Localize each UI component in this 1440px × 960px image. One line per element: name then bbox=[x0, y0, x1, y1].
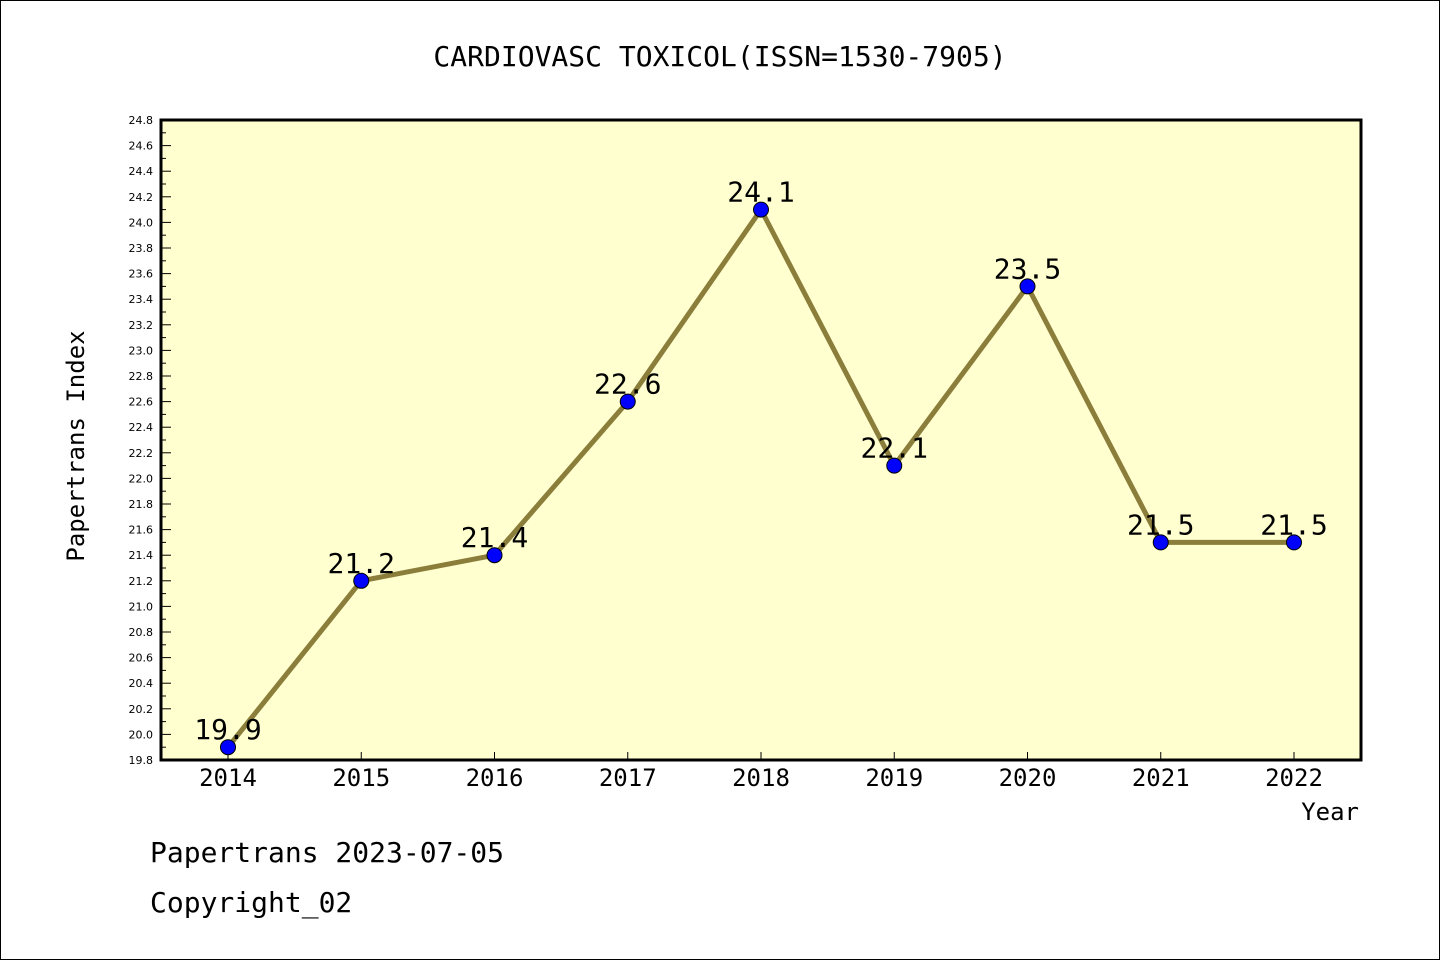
y-tick-label: 23.2 bbox=[129, 319, 154, 332]
data-label: 23.5 bbox=[994, 252, 1061, 285]
y-axis-label: Papertrans Index bbox=[62, 330, 90, 561]
x-tick-label: 2014 bbox=[199, 764, 257, 792]
y-tick-label: 22.4 bbox=[129, 421, 154, 434]
data-label: 22.1 bbox=[861, 432, 928, 465]
y-tick-label: 20.0 bbox=[129, 728, 154, 741]
data-label: 22.6 bbox=[594, 368, 661, 401]
x-tick-label: 2022 bbox=[1265, 764, 1323, 792]
data-label: 24.1 bbox=[727, 176, 794, 209]
y-tick-label: 22.0 bbox=[129, 472, 154, 485]
x-axis-label: Year bbox=[1301, 798, 1359, 826]
y-tick-label: 24.2 bbox=[129, 191, 154, 204]
y-axis: 19.8 20.0 20.2 20.4 20.6 20.8 21.0 21.2 21.4 21.6… bbox=[129, 114, 171, 767]
data-label: 19.9 bbox=[194, 713, 261, 746]
data-label: 21.5 bbox=[1260, 508, 1327, 541]
x-tick-label: 2018 bbox=[732, 764, 790, 792]
data-point bbox=[619, 393, 636, 410]
y-tick-label: 22.6 bbox=[129, 396, 154, 409]
y-tick-label: 21.6 bbox=[129, 524, 154, 537]
y-tick-label: 21.8 bbox=[129, 498, 154, 511]
footer-copyright: Copyright_02 bbox=[150, 886, 353, 919]
x-tick-label: 2020 bbox=[999, 764, 1057, 792]
y-tick-label: 20.2 bbox=[129, 703, 154, 716]
y-tick-label: 20.4 bbox=[129, 677, 154, 690]
data-label: 21.4 bbox=[461, 521, 528, 554]
data-point bbox=[486, 547, 503, 564]
x-axis: 2014 2015 2016 2017 2018 2019 2020 2021 2022 bbox=[199, 752, 1323, 792]
x-tick-label: 2016 bbox=[466, 764, 524, 792]
y-tick-label: 23.0 bbox=[129, 344, 154, 357]
data-label: 21.5 bbox=[1127, 508, 1194, 541]
x-tick-label: 2017 bbox=[599, 764, 657, 792]
x-tick-label: 2019 bbox=[865, 764, 923, 792]
x-tick-label: 2021 bbox=[1132, 764, 1190, 792]
data-point bbox=[886, 457, 903, 474]
y-tick-label: 19.8 bbox=[129, 754, 154, 767]
data-point bbox=[753, 201, 769, 218]
y-tick-label: 22.2 bbox=[129, 447, 154, 460]
y-tick-label: 23.6 bbox=[129, 268, 154, 281]
data-label: 21.2 bbox=[328, 547, 395, 580]
x-tick-label: 2015 bbox=[332, 764, 390, 792]
data-point bbox=[220, 739, 236, 756]
y-tick-label: 20.6 bbox=[129, 652, 154, 665]
y-tick-label: 21.0 bbox=[129, 600, 154, 613]
y-tick-label: 22.8 bbox=[129, 370, 154, 383]
y-tick-label: 23.4 bbox=[129, 293, 154, 306]
y-tick-label: 24.8 bbox=[129, 114, 154, 127]
y-tick-label: 21.4 bbox=[129, 549, 154, 562]
y-tick-label: 24.6 bbox=[129, 140, 154, 153]
y-tick-label: 24.4 bbox=[129, 165, 154, 178]
data-point bbox=[353, 572, 370, 589]
data-point bbox=[1152, 534, 1169, 551]
data-labels: 19.9 21.2 21.4 22.6 24.1 22.1 23.5 21.5 21.5 bbox=[194, 176, 1327, 747]
data-markers bbox=[220, 201, 1302, 756]
footer-date: Papertrans 2023-07-05 bbox=[150, 836, 505, 869]
y-tick-label: 20.8 bbox=[129, 626, 154, 639]
y-tick-label: 24.0 bbox=[129, 216, 154, 229]
plot-area bbox=[159, 118, 1363, 762]
data-point bbox=[1019, 278, 1036, 295]
data-point bbox=[1286, 534, 1302, 551]
y-tick-label: 21.2 bbox=[129, 575, 154, 588]
chart-title: CARDIOVASC TOXICOL(ISSN=1530-7905) bbox=[433, 40, 1006, 73]
y-tick-label: 23.8 bbox=[129, 242, 154, 255]
